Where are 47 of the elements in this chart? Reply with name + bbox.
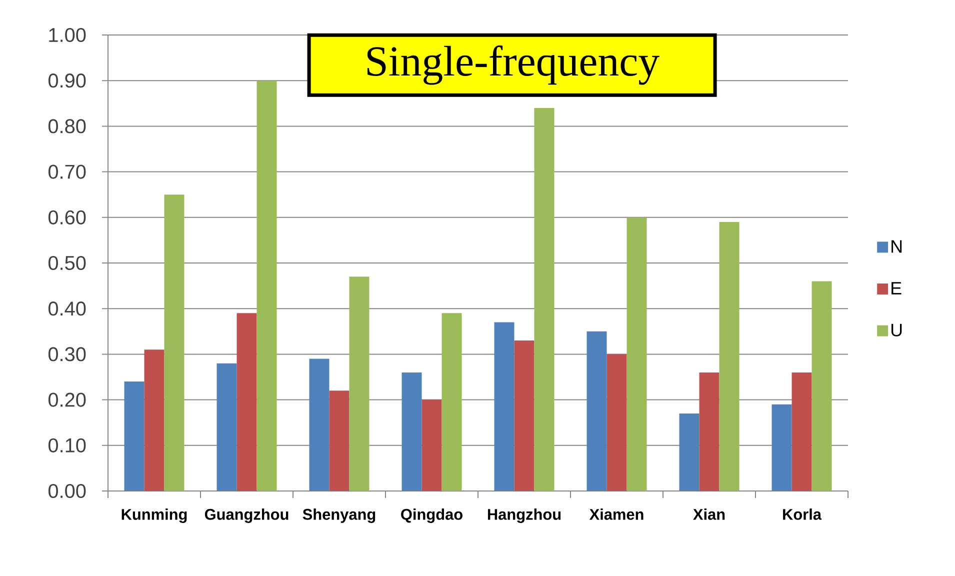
bar xyxy=(719,222,740,491)
bar xyxy=(534,108,554,491)
x-tick-label: Qingdao xyxy=(401,508,462,523)
legend-label: N xyxy=(892,240,902,253)
bar xyxy=(679,413,700,491)
bar xyxy=(216,363,237,491)
x-tick-label: Hangzhou xyxy=(488,508,561,523)
x-tick-label: Shenyang xyxy=(302,508,376,523)
bar xyxy=(256,80,277,491)
y-tick-label: 0.50 xyxy=(48,256,86,270)
x-tick-label: Xiamen xyxy=(589,508,644,520)
bar xyxy=(606,354,627,491)
bar xyxy=(586,331,607,491)
legend-label: E xyxy=(892,282,902,294)
bar xyxy=(124,382,144,491)
bar xyxy=(402,372,422,491)
y-tick-label: 0.60 xyxy=(48,210,86,224)
bar xyxy=(236,313,257,491)
bar xyxy=(494,322,514,491)
bar xyxy=(442,313,462,491)
bar xyxy=(772,404,792,491)
bar xyxy=(812,281,832,491)
legend-label: U xyxy=(891,324,902,336)
bar xyxy=(514,340,534,491)
x-tick-label: Korla xyxy=(783,508,822,520)
y-tick-label: 0.30 xyxy=(48,347,86,362)
bar xyxy=(422,400,442,491)
chart-title: Single-frequency xyxy=(367,45,660,85)
y-tick-label: 0.70 xyxy=(48,164,86,179)
x-tick-label: Guangzhou xyxy=(204,508,288,523)
bar xyxy=(699,372,720,491)
bar xyxy=(626,217,647,491)
bar xyxy=(329,390,350,491)
y-tick-label: 0.90 xyxy=(48,74,86,88)
x-tick-label: Xian xyxy=(693,508,725,520)
bar xyxy=(309,358,330,491)
y-tick-label: 0.00 xyxy=(48,484,86,498)
bar xyxy=(164,194,184,491)
x-tick-label: Kunming xyxy=(122,508,187,523)
bar xyxy=(144,350,164,491)
bar xyxy=(792,372,812,491)
bar xyxy=(349,276,370,491)
y-tick-label: 0.40 xyxy=(48,302,86,316)
y-tick-label: 1.00 xyxy=(49,28,86,42)
y-tick-label: 0.20 xyxy=(48,392,86,407)
y-tick-label: 0.10 xyxy=(48,438,86,452)
y-tick-label: 0.80 xyxy=(48,119,86,134)
